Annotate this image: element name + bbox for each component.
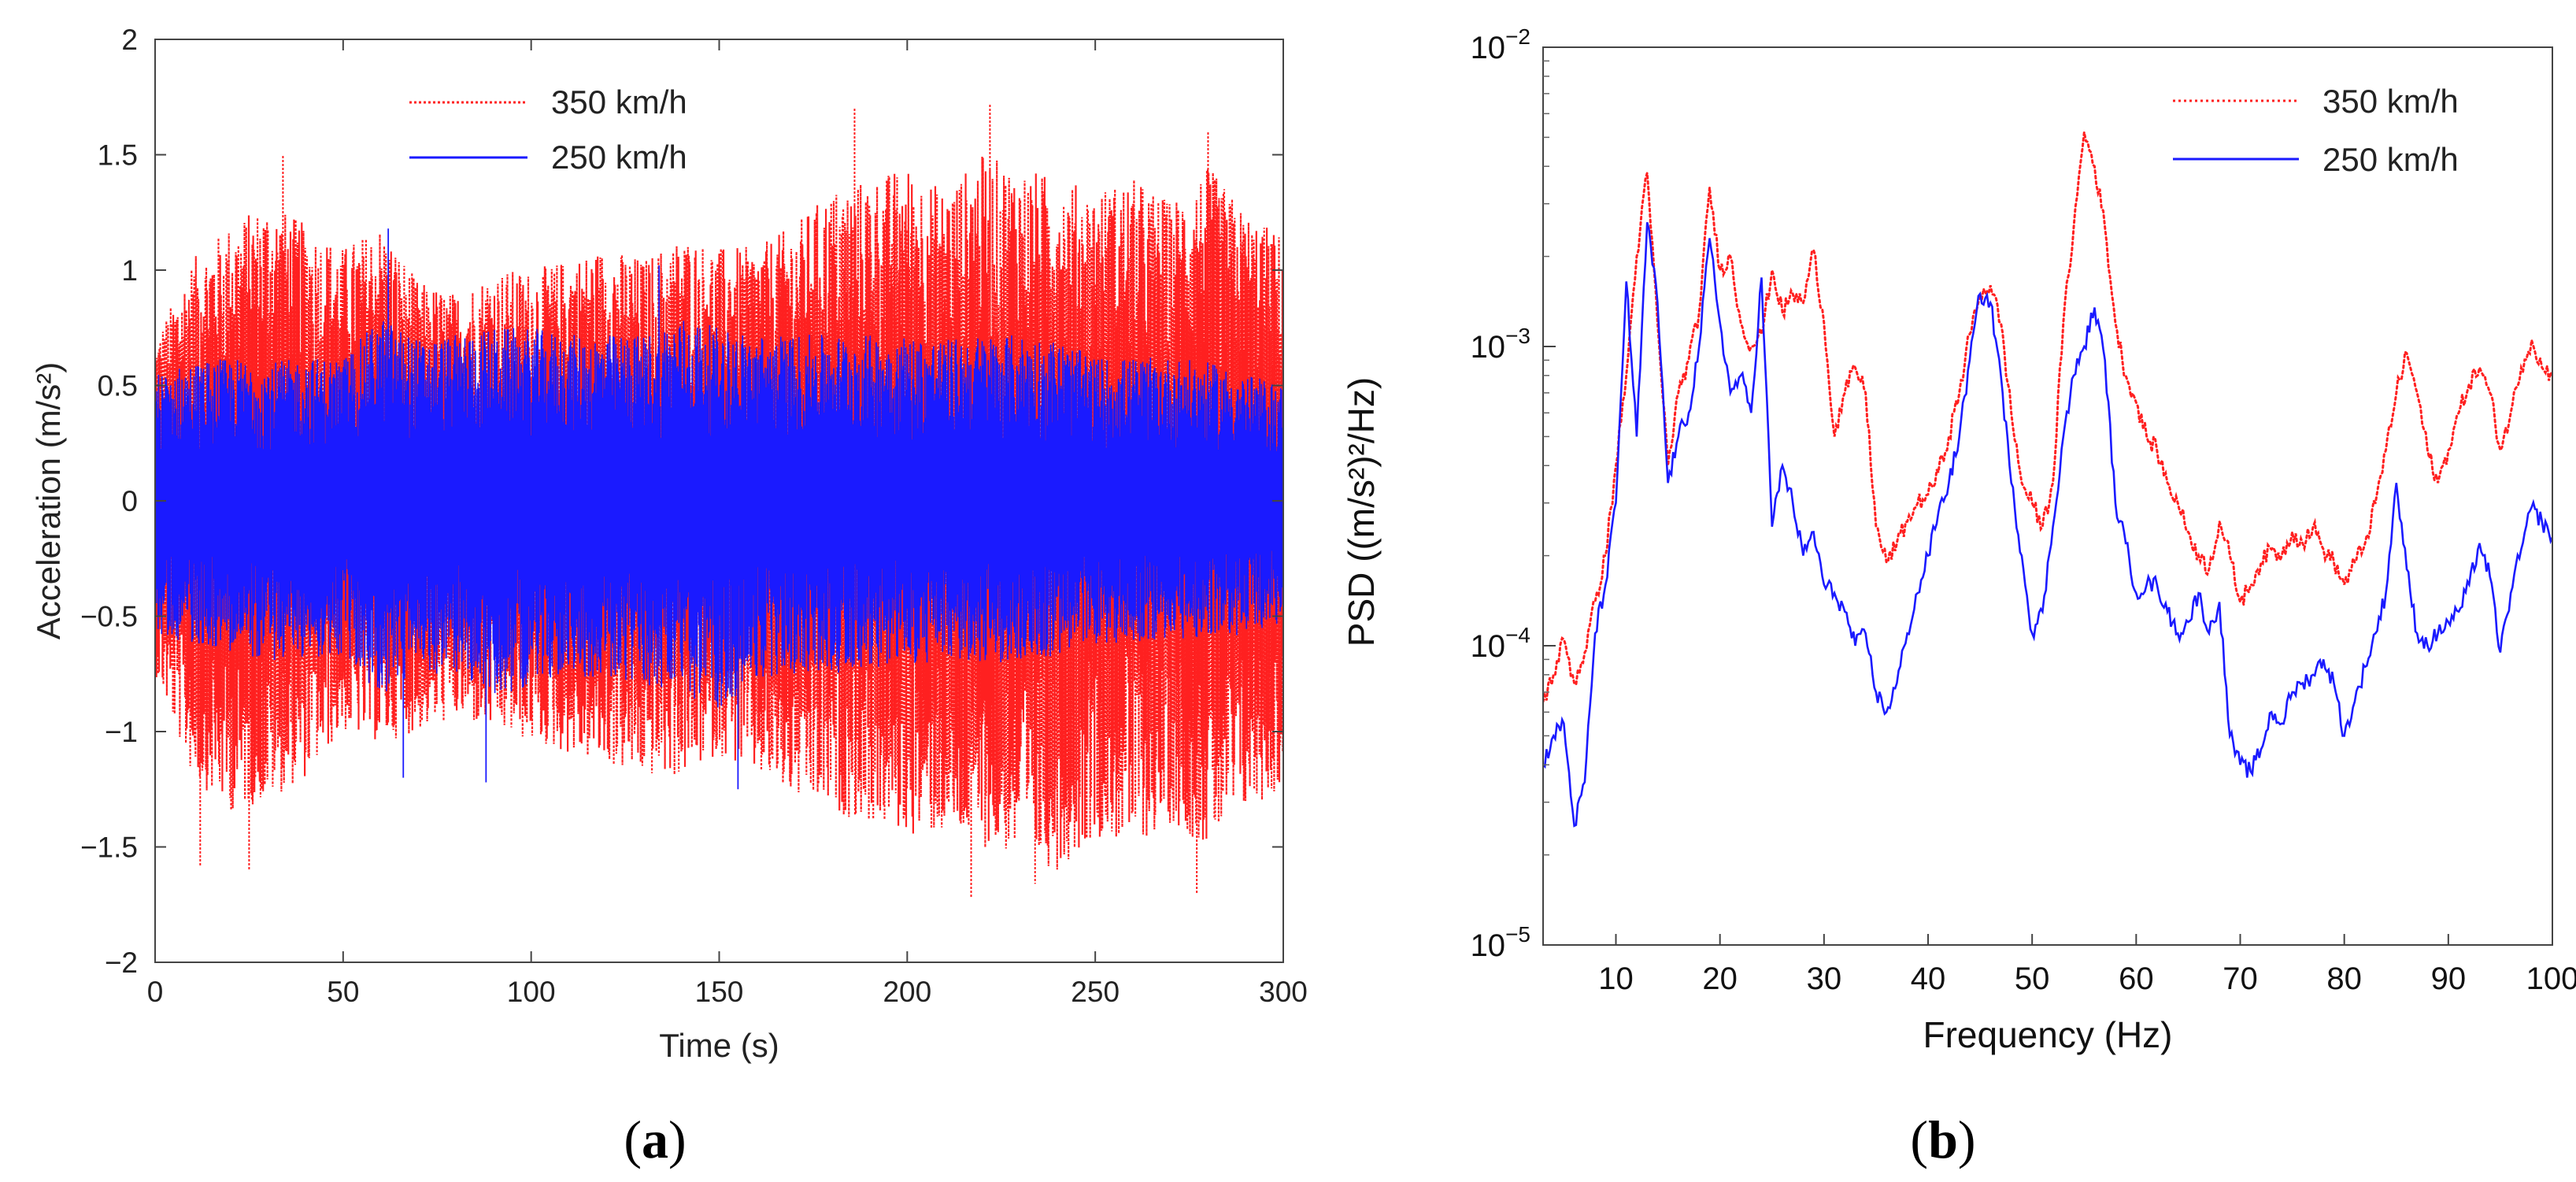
y-tick-label: −0.5 (80, 601, 138, 633)
series-line-350 (1543, 132, 2552, 703)
y-tick-exponent: −3 (1505, 324, 1530, 348)
panel-a-paren-close: ) (668, 1110, 687, 1169)
y-tick-exponent: −4 (1505, 623, 1530, 647)
panel-b-paren-close: ) (1958, 1110, 1976, 1169)
x-tick-label: 300 (1259, 976, 1308, 1008)
x-tick-label: 200 (883, 976, 931, 1008)
panel-a-plot-area (155, 104, 1283, 898)
y-tick-label: 1.5 (98, 139, 138, 172)
series-line-250 (155, 321, 1283, 708)
y-tick-base: 10 (1471, 928, 1506, 963)
panel-b-x-axis-label: Frequency (Hz) (1923, 1014, 2173, 1055)
x-tick-label: 90 (2431, 962, 2467, 996)
panel-b-legend: 350 km/h 250 km/h (2173, 83, 2459, 178)
panel-a-y-axis-label: Acceleration (m/s²) (30, 362, 67, 639)
panel-b-x-ticks: 10 20 30 40 50 60 70 80 90 100 (1598, 934, 2576, 996)
x-tick-label: 70 (2223, 962, 2258, 996)
x-tick-label: 250 (1071, 976, 1120, 1008)
y-tick-base: 10 (1471, 31, 1506, 65)
legend-label-250: 250 km/h (551, 139, 687, 176)
y-tick-exponent: −5 (1505, 922, 1530, 947)
panel-b-caption-label: (b) (1910, 1110, 1975, 1169)
y-tick-label: 1 (121, 254, 138, 287)
x-tick-label: 60 (2119, 962, 2154, 996)
y-tick-label: 0.5 (98, 370, 138, 402)
legend-label-250: 250 km/h (2322, 141, 2459, 178)
panel-b-y-axis-label: PSD ((m/s²)²/Hz) (1341, 377, 1382, 647)
x-tick-label: 10 (1598, 962, 1634, 996)
y-tick-label: −1 (105, 716, 138, 748)
panel-a-time-history: 0 50 100 150 200 250 300 −2 −1.5 −1 −0.5 0 0.5 1 1.5 2… (30, 24, 1308, 1169)
panel-a-x-axis-label: Time (s) (659, 1027, 779, 1064)
panel-b-y-ticks: 10−510−410−310−2 (1471, 24, 1556, 963)
y-tick-label: 2 (121, 24, 138, 56)
x-tick-label: 50 (2015, 962, 2050, 996)
panel-b-paren: ( (1910, 1110, 1928, 1169)
panel-a-letter: a (642, 1110, 668, 1169)
y-tick-base: 10 (1471, 330, 1506, 365)
legend-label-350: 350 km/h (2322, 83, 2459, 120)
panel-a-y-axis-label-text: Acceleration (m/s²) (30, 362, 67, 639)
panel-b-axes-frame (1542, 46, 2553, 946)
panel-b-plot-area (1543, 132, 2552, 828)
panel-a-x-ticks: 0 50 100 150 200 250 300 (147, 39, 1308, 1008)
x-tick-label: 20 (1702, 962, 1738, 996)
x-tick-label: 30 (1807, 962, 1842, 996)
panel-a-caption-label: (a) (624, 1110, 686, 1169)
y-tick-label: 0 (121, 485, 138, 517)
y-tick-label: 10−4 (1471, 623, 1530, 664)
y-tick-label: 10−2 (1471, 24, 1530, 65)
x-tick-label: 100 (507, 976, 556, 1008)
y-tick-label: 10−5 (1471, 922, 1530, 963)
panel-a-paren: ( (624, 1110, 642, 1169)
x-tick-label: 50 (327, 976, 359, 1008)
panel-b-psd: 10 20 30 40 50 60 70 80 90 100 10−510−410−310−2 F… (1341, 24, 2576, 1169)
x-tick-label: 40 (1911, 962, 1946, 996)
x-tick-label: 100 (2526, 962, 2576, 996)
y-tick-base: 10 (1471, 629, 1506, 664)
panel-a-y-ticks: −2 −1.5 −1 −0.5 0 0.5 1 1.5 2 (80, 24, 1283, 979)
legend-label-350: 350 km/h (551, 83, 687, 120)
x-tick-label: 150 (695, 976, 744, 1008)
panel-a-legend: 350 km/h 250 km/h (409, 83, 687, 176)
series-line-250 (1543, 221, 2552, 828)
panel-b-letter: b (1928, 1110, 1958, 1169)
x-tick-label: 80 (2326, 962, 2362, 996)
y-tick-exponent: −2 (1505, 24, 1530, 49)
y-tick-label: −2 (105, 947, 138, 979)
x-tick-label: 0 (147, 976, 164, 1008)
y-tick-label: 10−3 (1471, 324, 1530, 365)
y-tick-label: −1.5 (80, 832, 138, 864)
panel-b-y-axis-label-text: PSD ((m/s²)²/Hz) (1341, 377, 1382, 647)
